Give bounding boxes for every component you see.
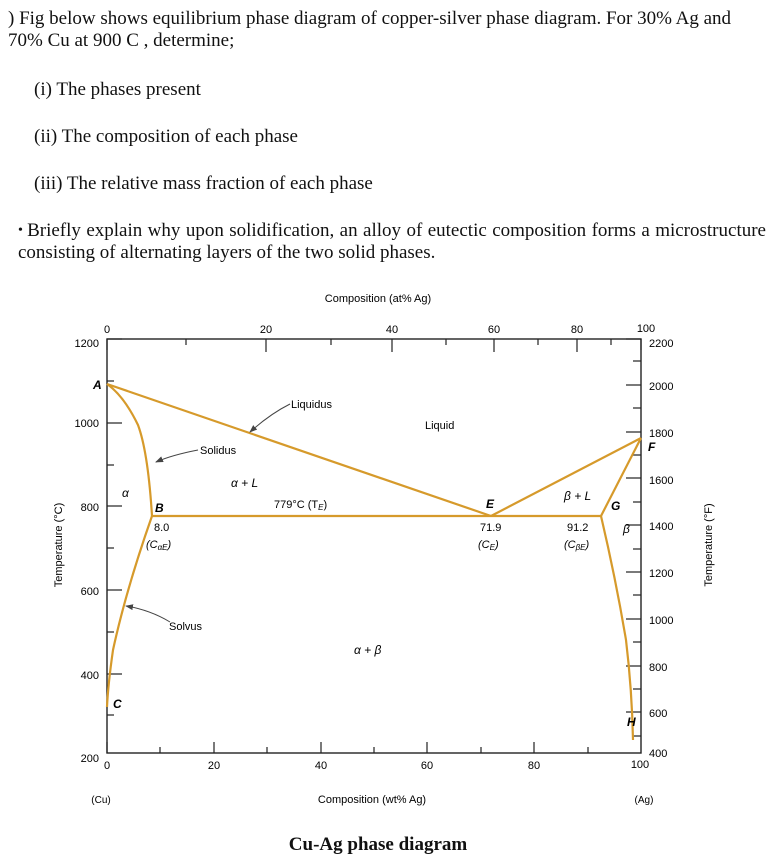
right-tick-600: 600 [649, 708, 667, 720]
left-tick-200: 200 [81, 753, 99, 765]
right-tick-1000: 1000 [649, 615, 673, 627]
point-labels: A B C E F G H [92, 378, 656, 729]
phase-boundaries [105, 382, 642, 741]
alpha-composition-value: 8.0 [154, 522, 169, 534]
alpha-solvus-line [105, 515, 154, 708]
point-h-label: H [627, 715, 636, 729]
right-tick-400: 400 [649, 748, 667, 760]
right-axis-ticks [626, 338, 641, 737]
bottom-axis-label: Composition (wt% Ag) [318, 794, 426, 806]
eutectic-composition-symbol: (CE) [478, 539, 499, 552]
eutectic-temperature-label: 779°C (TE) [274, 499, 327, 512]
bottom-left-end-label: (Cu) [91, 795, 110, 806]
left-tick-1200: 1200 [75, 338, 99, 350]
plot-frame [106, 338, 642, 754]
bottom-tick-60: 60 [421, 760, 433, 772]
figure-caption: Cu-Ag phase diagram [288, 834, 468, 855]
top-tick-100: 100 [637, 323, 655, 335]
beta-solvus-line [599, 515, 635, 741]
alpha-composition-close: ) [166, 539, 172, 551]
liquidus-left-line [106, 382, 492, 518]
question-1-prompt: ) Fig below shows equilibrium phase diag… [8, 8, 732, 51]
question-1-part-i: (i) The phases present [34, 79, 201, 100]
point-b-label: B [155, 501, 164, 515]
eutectic-temperature-text: 779°C (T [274, 499, 318, 511]
beta-composition-close: ) [584, 539, 590, 551]
right-tick-1200: 1200 [649, 568, 673, 580]
right-tick-1600: 1600 [649, 475, 673, 487]
left-axis-label: Temperature (°C) [53, 503, 65, 587]
left-tick-800: 800 [81, 502, 99, 514]
eutectic-composition-value: 71.9 [480, 522, 501, 534]
eutectic-composition-subscript: E [490, 543, 496, 552]
bottom-tick-80: 80 [528, 760, 540, 772]
question-1-part-iii: (iii) The relative mass fraction of each… [34, 173, 373, 194]
alpha-composition-symbol: (CαE) [146, 539, 172, 552]
top-tick-40: 40 [386, 324, 398, 336]
solvus-arrow [125, 604, 171, 623]
point-a-label: A [92, 378, 102, 392]
solidus-label: Solidus [200, 445, 237, 457]
bottom-tick-100: 100 [631, 759, 649, 771]
alpha-liquid-region-label: α + L [231, 476, 258, 490]
left-tick-400: 400 [81, 670, 99, 682]
eutectic-composition-c: (C [478, 539, 490, 551]
annotation-arrows [125, 403, 291, 623]
question-2-text: Briefly explain why upon solidification,… [18, 220, 766, 263]
alpha-beta-region-label: α + β [354, 643, 382, 657]
eutectic-temperature-close: ) [323, 499, 327, 511]
eutectic-composition-close: ) [493, 539, 499, 551]
left-tick-1000: 1000 [75, 418, 99, 430]
left-tick-600: 600 [81, 586, 99, 598]
question-2-prompt: • Briefly explain why upon solidificatio… [18, 220, 766, 263]
alpha-composition-c: (C [146, 539, 158, 551]
point-e-label: E [486, 497, 495, 511]
beta-solidus-line [600, 437, 642, 517]
right-tick-1400: 1400 [649, 521, 673, 533]
eutectic-temperature-subscript: E [318, 503, 324, 512]
point-c-label: C [113, 697, 122, 711]
region-labels: α α + L β + L β α + β [122, 476, 630, 657]
bottom-axis-ticks [106, 742, 589, 753]
right-tick-800: 800 [649, 662, 667, 674]
alpha-composition-subscript: αE [158, 543, 169, 552]
beta-composition-value: 91.2 [567, 522, 588, 534]
solvus-label: Solvus [169, 621, 203, 633]
liquidus-right-line [490, 437, 642, 517]
bottom-tick-40: 40 [315, 760, 327, 772]
question-1-part-ii: (ii) The composition of each phase [34, 126, 298, 147]
beta-composition-c: (C [564, 539, 576, 551]
top-tick-20: 20 [260, 324, 272, 336]
top-tick-60: 60 [488, 324, 500, 336]
liquid-region-label: Liquid [425, 420, 454, 432]
right-axis-label: Temperature (°F) [703, 503, 715, 586]
alpha-region-label: α [122, 486, 130, 500]
top-tick-80: 80 [571, 324, 583, 336]
bottom-tick-20: 20 [208, 760, 220, 772]
bottom-right-end-label: (Ag) [635, 795, 654, 806]
beta-region-label: β [622, 522, 630, 536]
liquidus-label: Liquidus [291, 399, 332, 411]
solidus-line [106, 383, 154, 517]
right-tick-1800: 1800 [649, 428, 673, 440]
top-axis-label: Composition (at% Ag) [325, 293, 431, 305]
top-tick-0: 0 [104, 324, 110, 336]
right-tick-2000: 2000 [649, 381, 673, 393]
beta-liquid-region-label: β + L [563, 489, 591, 503]
solidus-arrow [155, 449, 199, 463]
top-axis-ticks [106, 339, 642, 352]
right-tick-2200: 2200 [649, 338, 673, 350]
point-f-label: F [648, 440, 656, 454]
liquidus-arrow [249, 403, 291, 433]
beta-composition-subscript: βE [575, 543, 587, 552]
bottom-tick-0: 0 [104, 760, 110, 772]
beta-composition-symbol: (CβE) [564, 539, 590, 552]
point-g-label: G [611, 499, 620, 513]
